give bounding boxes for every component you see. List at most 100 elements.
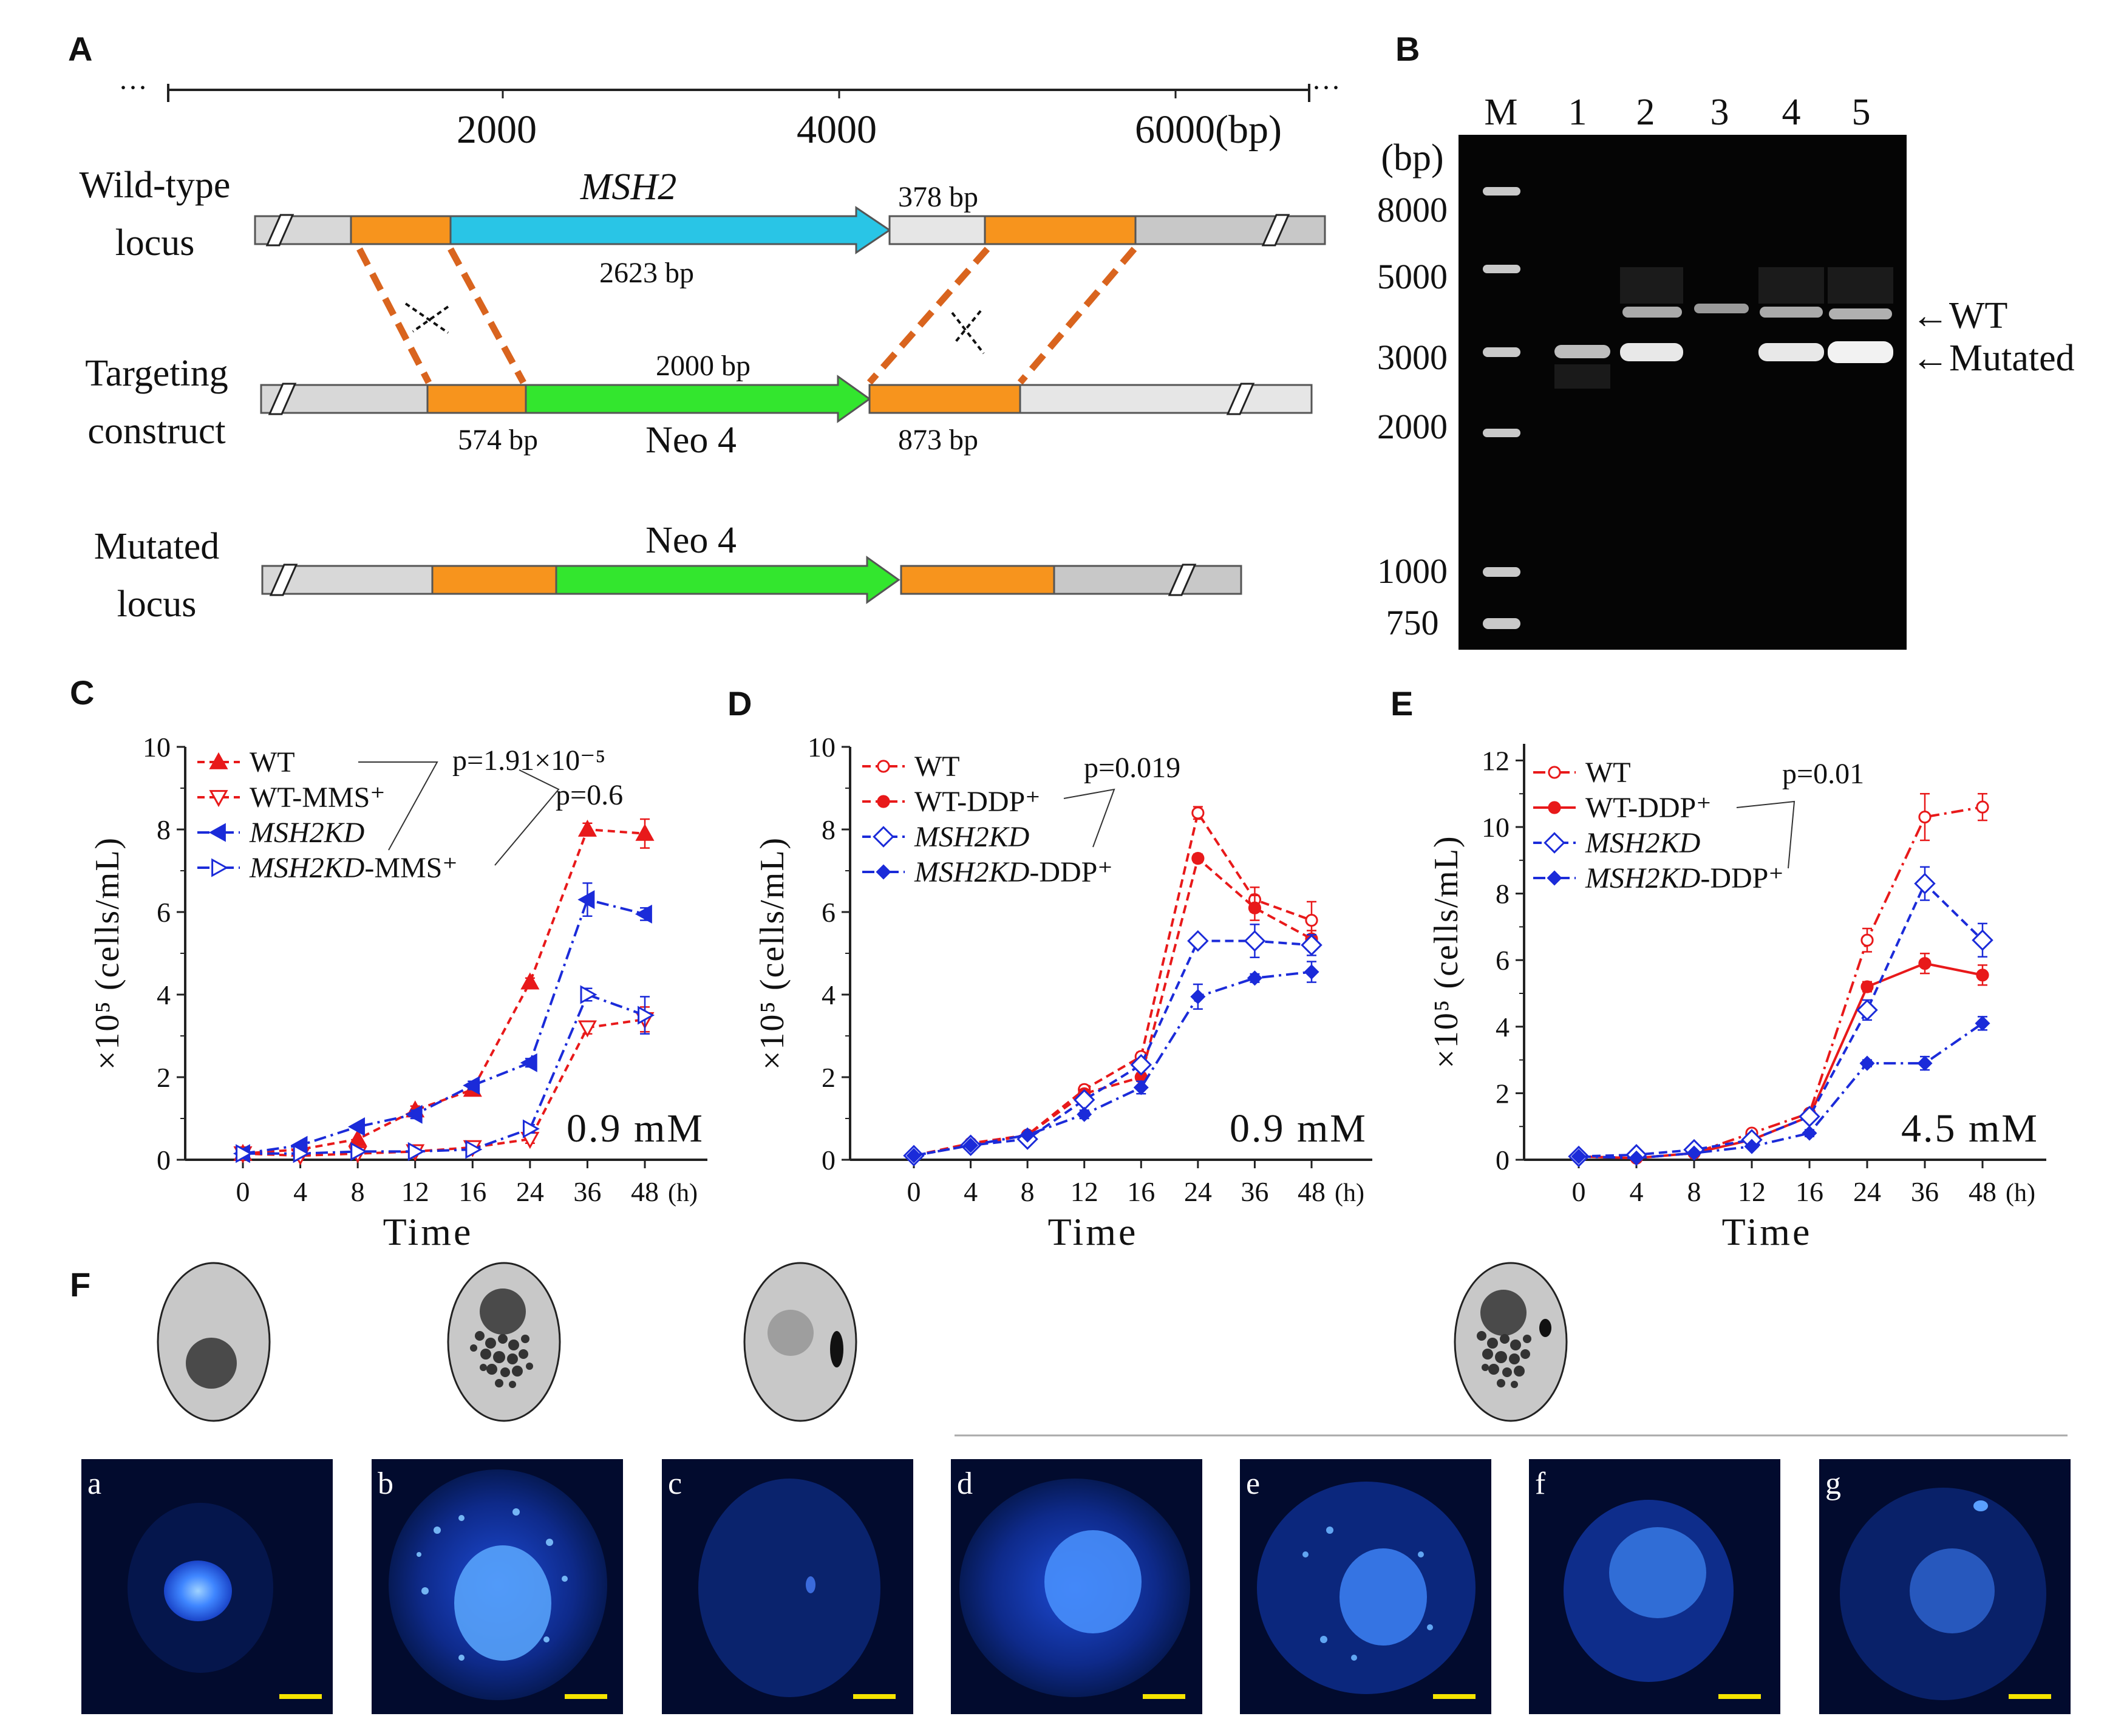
data-point [577, 1020, 597, 1038]
p-value-label: p=1.91×10⁻⁵ [452, 744, 605, 777]
y-axis-title: ×10⁵ (cells/mL) [754, 837, 791, 1070]
micrograph-label: e [1246, 1466, 1260, 1501]
marker-label: 3000 [1377, 338, 1448, 377]
data-point [1304, 964, 1319, 980]
mutated-band-annotation: ←Mutated [1911, 338, 2075, 379]
x-tick-label: 48 [1298, 1176, 1326, 1207]
data-point [1976, 968, 1989, 982]
y-tick-label: 8 [822, 814, 836, 845]
y-tick-label: 10 [1482, 812, 1510, 843]
data-point [1073, 1089, 1095, 1111]
concentration-label: 0.9 mM [567, 1106, 704, 1151]
scale-bar [1718, 1694, 1761, 1699]
bp-ruler: ··· ··· 2000 4000 6000(bp) [118, 72, 1341, 152]
micrograph-c: c [662, 1459, 913, 1714]
micronuclei-dots [1477, 1331, 1531, 1388]
gel-band-wt [1760, 307, 1823, 318]
x-tick-label: 4 [964, 1176, 978, 1207]
x-tick-label: 48 [631, 1176, 659, 1207]
data-point [1914, 873, 1936, 894]
series-msh2kd-mms- [236, 985, 655, 1163]
micrograph-a: a [81, 1459, 333, 1714]
data-point [465, 1140, 483, 1159]
data-point [209, 790, 228, 808]
legend-label: WT [250, 746, 295, 778]
x-axis-title: Time [1048, 1210, 1139, 1253]
micrograph-label: f [1535, 1466, 1546, 1501]
data-point [1244, 930, 1266, 952]
x-tick-label: 4 [1630, 1176, 1644, 1207]
data-point [1859, 1055, 1875, 1071]
series-line [913, 809, 1312, 1157]
p-value-label: p=0.019 [1084, 752, 1180, 784]
x-tick-label: 16 [458, 1176, 486, 1207]
ruler-tick-2000: 2000 [457, 107, 537, 152]
crossover-x-mark [404, 302, 449, 334]
targeting-construct-map: 2000 bp 574 bp Neo 4 873 bp [260, 350, 1313, 461]
data-point [208, 823, 226, 842]
x-tick-label: 0 [236, 1176, 250, 1207]
data-point [1191, 852, 1205, 865]
data-point [577, 819, 597, 837]
panel-a: A ··· ··· 2000 4000 6000(bp) Wild-type l… [68, 30, 1341, 625]
panel-a-label: A [68, 30, 92, 68]
lane-label: 1 [1568, 92, 1587, 133]
scale-bar [1433, 1694, 1476, 1699]
y-axis-title: ×10⁵ (cells/mL) [89, 837, 126, 1070]
break-mark [1261, 214, 1290, 247]
series-line [242, 898, 645, 1155]
gel-band-mutated [1554, 345, 1610, 358]
series-line [243, 993, 645, 1155]
data-point [236, 1144, 253, 1163]
scale-bar [1143, 1694, 1185, 1699]
data-point [1077, 1106, 1092, 1122]
legend-label: WT [914, 751, 960, 783]
data-point [1130, 1054, 1152, 1076]
scale-bar [853, 1694, 896, 1699]
legend-entry: WT [1533, 757, 1631, 789]
data-point [1918, 957, 1932, 970]
p-value-label: p=0.01 [1782, 758, 1864, 790]
legend-entry: MSH2KD [1533, 827, 1700, 859]
ruler-tick-6000: 6000(bp) [1135, 107, 1282, 152]
ruler-tick-4000: 4000 [797, 107, 877, 152]
data-point [1133, 1080, 1149, 1095]
legend-entry: MSH2KD-DDP⁺ [862, 856, 1113, 888]
data-point [1019, 1127, 1035, 1143]
panel-b: B M 1 2 3 4 5 (bp) 8000 5000 3000 2000 1… [1377, 30, 2075, 650]
marker-label: 5000 [1377, 257, 1448, 296]
mut-label-2: locus [117, 584, 197, 625]
break-mark [1168, 563, 1197, 596]
micrograph-e: e [1240, 1459, 1491, 1714]
x-unit-label: (h) [668, 1179, 698, 1207]
legend-entry: WT-DDP⁺ [1533, 792, 1712, 824]
data-point [1799, 1106, 1820, 1128]
data-point [1917, 1055, 1933, 1071]
data-point [1247, 970, 1262, 986]
data-point [963, 1137, 979, 1153]
series-line [242, 828, 645, 1155]
x-tick-label: 24 [1184, 1176, 1212, 1207]
x-tick-label: 36 [1241, 1176, 1268, 1207]
marker-label: 2000 [1377, 407, 1448, 446]
legend-label: MSH2KD [249, 817, 364, 849]
y-tick-label: 6 [822, 897, 836, 928]
x-tick-label: 36 [1911, 1176, 1939, 1207]
y-tick-label: 6 [157, 897, 171, 928]
data-point [635, 823, 655, 841]
micrograph-label: b [378, 1466, 393, 1501]
msh2-gene-size: 2623 bp [599, 257, 694, 289]
y-axis-title: ×10⁵ (cells/mL) [1428, 835, 1465, 1068]
wt-band-annotation: ←WT [1911, 295, 2007, 336]
scale-bar [2009, 1694, 2051, 1699]
lane-label: 5 [1852, 92, 1871, 133]
data-point [209, 752, 228, 769]
data-point [405, 1105, 423, 1124]
x-tick-label: 12 [401, 1176, 429, 1207]
data-point [1248, 901, 1262, 914]
x-axis-title: Time [383, 1210, 474, 1253]
legend-label: MSH2KD-DDP⁺ [914, 856, 1113, 888]
x-tick-label: 8 [1021, 1176, 1035, 1207]
lane-label: 3 [1710, 92, 1729, 133]
